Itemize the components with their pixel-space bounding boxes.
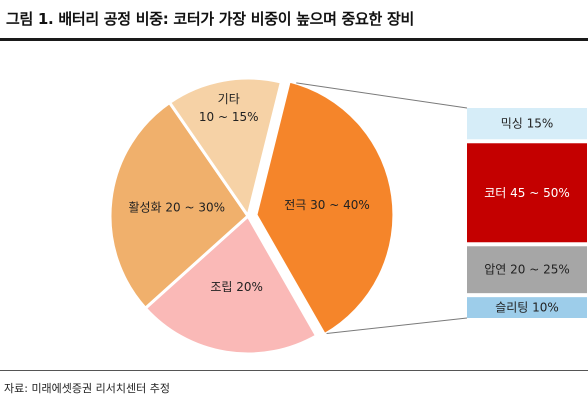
- connector-lines: [296, 82, 468, 334]
- bar-segment-label-0: 믹싱 15%: [501, 117, 554, 131]
- pie-slice-2: [108, 100, 250, 311]
- pie-slice-0: [254, 79, 396, 337]
- pie-slice-label-1: 조립 20%: [210, 280, 263, 294]
- bar-segment-2: [467, 246, 587, 294]
- pie-slice-label-3: 기타: [218, 92, 240, 106]
- pie-slice-1: [143, 213, 319, 356]
- chart-title: 그림 1. 배터리 공정 비중: 코터가 가장 비중이 높으며 중요한 장비: [6, 10, 414, 28]
- bar-segment-label-2: 압연 20 ~ 25%: [484, 263, 570, 277]
- bar-segment-0: [467, 108, 587, 140]
- source-note: 자료: 미래에셋증권 리서치센터 추정: [4, 382, 170, 395]
- pie-slice-label-2: 활성화 20 ~ 30%: [128, 201, 225, 215]
- pie-slice-label-0: 전극 30 ~ 40%: [284, 198, 370, 212]
- bar-segment-label-1: 코터 45 ~ 50%: [484, 186, 570, 200]
- connector-line-top: [296, 82, 468, 109]
- bar-segment-1: [467, 143, 587, 243]
- pie-slice-sublabel-3: 10 ~ 15%: [199, 110, 259, 124]
- connector-line-bottom: [326, 317, 468, 334]
- pie-slice-3: [167, 76, 284, 220]
- stacked-bar: 믹싱 15% 코터 45 ~ 50% 압연 20 ~ 25% 슬리팅 10%: [467, 108, 587, 318]
- title-divider: [0, 38, 588, 41]
- pie-chart: 전극 30 ~ 40% 조립 20% 활성화 20 ~ 30% 기타 10 ~ 15%: [108, 76, 396, 356]
- bar-segment-label-3: 슬리팅 10%: [495, 301, 559, 315]
- bar-segment-3: [467, 297, 587, 318]
- footer-divider: [0, 370, 588, 371]
